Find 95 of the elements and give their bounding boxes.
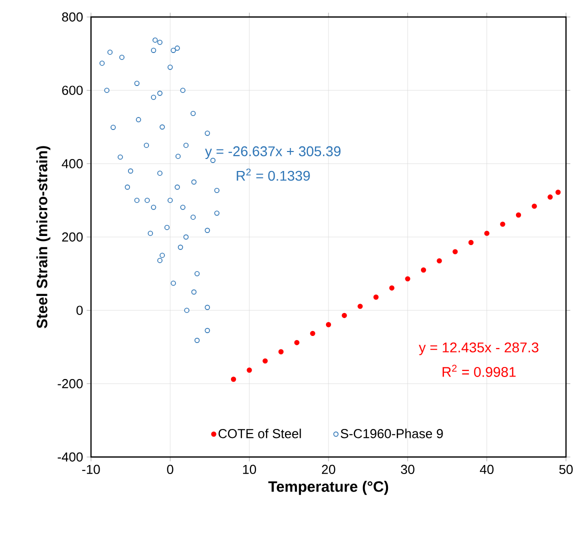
annotation: y = -26.637x + 305.39 bbox=[205, 146, 341, 159]
point bbox=[516, 212, 522, 218]
y-tick-label: 600 bbox=[62, 86, 83, 95]
point bbox=[144, 142, 150, 148]
point bbox=[246, 368, 252, 373]
point bbox=[484, 230, 490, 236]
point bbox=[204, 130, 210, 136]
point bbox=[436, 258, 442, 264]
x-tick-label: 0 bbox=[167, 464, 174, 474]
point bbox=[500, 222, 506, 227]
point bbox=[170, 280, 176, 286]
legend-label: S-C1960-Phase 9 bbox=[340, 428, 443, 438]
point bbox=[184, 308, 190, 313]
point bbox=[548, 194, 553, 200]
point bbox=[148, 230, 153, 236]
point bbox=[555, 190, 561, 195]
point bbox=[230, 376, 236, 382]
point bbox=[310, 330, 316, 336]
point bbox=[204, 328, 210, 334]
point bbox=[278, 349, 284, 354]
point bbox=[160, 124, 165, 130]
point bbox=[405, 276, 410, 282]
point bbox=[175, 154, 181, 159]
annotation: R$^{2}$ = 0.1339 bbox=[236, 168, 310, 181]
point bbox=[214, 210, 220, 216]
y-tick-label: 800 bbox=[62, 12, 83, 22]
point bbox=[262, 358, 268, 364]
x-tick-label: -10 bbox=[82, 464, 100, 474]
point bbox=[134, 198, 140, 203]
x-tick-label: 40 bbox=[480, 464, 494, 474]
point bbox=[164, 224, 170, 230]
point bbox=[191, 289, 197, 295]
point bbox=[294, 340, 300, 346]
point bbox=[150, 48, 156, 53]
x-axis-title: Temperature (°C) bbox=[268, 480, 388, 495]
annotation: y = 12.435x - 287.3 bbox=[418, 342, 538, 356]
y-tick-label: -200 bbox=[58, 379, 83, 388]
point bbox=[183, 234, 189, 240]
point bbox=[204, 228, 210, 233]
point bbox=[174, 184, 180, 190]
legend-label: COTE of Steel bbox=[218, 428, 301, 438]
point bbox=[183, 142, 189, 148]
point bbox=[150, 94, 156, 100]
point bbox=[168, 198, 173, 203]
y-tick-label: 200 bbox=[62, 232, 83, 242]
point bbox=[214, 188, 220, 194]
point bbox=[144, 198, 150, 203]
annotation: R$^{2}$ = 0.9981 bbox=[442, 364, 516, 377]
y-tick-label: -400 bbox=[58, 452, 83, 462]
x-tick-label: 50 bbox=[559, 464, 573, 474]
point bbox=[128, 168, 134, 174]
point bbox=[152, 37, 158, 43]
point bbox=[180, 204, 186, 210]
y-tick-label: 0 bbox=[76, 306, 83, 315]
x-tick-label: 10 bbox=[243, 464, 256, 474]
point bbox=[204, 304, 210, 310]
point bbox=[160, 252, 165, 258]
point bbox=[210, 158, 216, 163]
point bbox=[157, 170, 162, 176]
x-tick-label: 30 bbox=[400, 464, 414, 474]
point bbox=[420, 267, 426, 273]
point bbox=[99, 60, 105, 66]
point bbox=[358, 304, 363, 309]
point bbox=[168, 64, 173, 70]
point bbox=[157, 258, 162, 264]
point bbox=[452, 249, 458, 254]
y-tick-label: 400 bbox=[62, 159, 83, 168]
point bbox=[174, 46, 180, 51]
point bbox=[389, 285, 394, 291]
point bbox=[194, 271, 200, 276]
point bbox=[373, 294, 379, 300]
point bbox=[532, 204, 537, 209]
x-tick-label: 20 bbox=[322, 464, 336, 474]
point bbox=[157, 40, 162, 45]
point bbox=[119, 54, 124, 60]
y-axis-title: Steel Strain (micro-strain) bbox=[36, 146, 50, 328]
point bbox=[178, 244, 184, 250]
point bbox=[157, 90, 162, 96]
point bbox=[150, 204, 156, 210]
point bbox=[326, 322, 332, 328]
point bbox=[124, 184, 130, 190]
point bbox=[468, 240, 474, 246]
point bbox=[134, 80, 140, 86]
point bbox=[191, 179, 197, 185]
point bbox=[170, 48, 176, 53]
point bbox=[190, 214, 196, 220]
point bbox=[104, 88, 110, 93]
point bbox=[194, 338, 200, 343]
point bbox=[190, 110, 196, 116]
point bbox=[110, 124, 116, 130]
point bbox=[180, 88, 186, 93]
point bbox=[342, 312, 347, 318]
point bbox=[118, 154, 123, 160]
point bbox=[136, 117, 142, 122]
point bbox=[107, 50, 113, 55]
